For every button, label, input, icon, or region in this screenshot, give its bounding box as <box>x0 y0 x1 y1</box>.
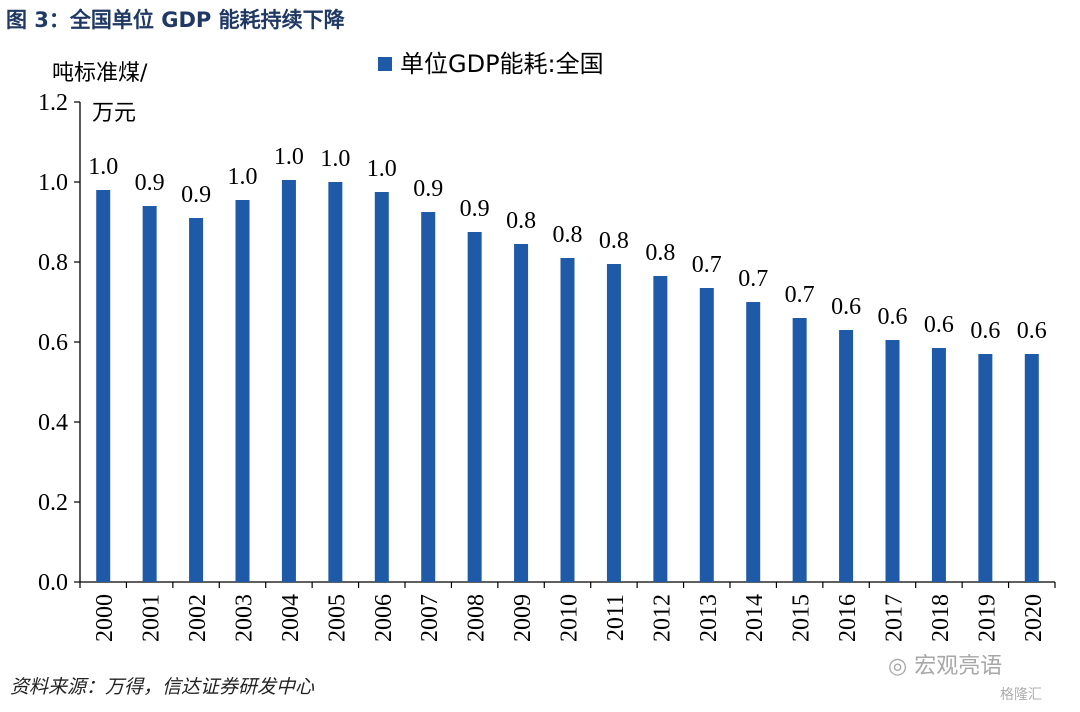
y-tick-label: 1.2 <box>38 90 68 116</box>
x-tick-label: 2002 <box>185 594 211 642</box>
data-label: 1.0 <box>228 164 258 190</box>
bar <box>467 232 482 582</box>
y-axis-label-line1: 吨标准煤/ <box>52 61 148 86</box>
data-label: 0.6 <box>924 312 954 338</box>
data-label: 1.0 <box>274 144 304 170</box>
data-label: 0.8 <box>599 228 629 254</box>
data-label: 0.7 <box>738 266 768 292</box>
bar <box>514 244 529 582</box>
data-label: 0.6 <box>878 304 908 330</box>
data-label: 0.7 <box>785 282 815 308</box>
data-label: 0.9 <box>460 196 490 222</box>
x-tick-label: 2011 <box>603 594 629 641</box>
bar <box>699 288 714 582</box>
y-tick-label: 0.4 <box>38 410 68 436</box>
x-tick-labels: 2000 2001 2002 2003 2004 2005 2006 2007 2008 2009… <box>92 594 1047 642</box>
x-tick-label: 2008 <box>464 594 490 642</box>
data-label: 0.8 <box>645 240 675 266</box>
bar <box>839 330 854 582</box>
bar <box>560 258 575 582</box>
data-labels: 1.0 0.9 0.9 1.0 1.0 1.0 1.0 0.9 0.9 0.8 0.8 0.8 0.8 0… <box>88 144 1047 344</box>
x-tick-label: 2014 <box>742 594 768 642</box>
watermark-text: 宏观亮语 <box>914 654 1003 679</box>
y-tick-label: 0.2 <box>38 490 68 516</box>
bar <box>931 348 946 582</box>
data-label: 0.9 <box>181 182 211 208</box>
y-tick-labels: 0.0 0.2 0.4 0.6 0.8 1.0 1.2 <box>38 90 68 596</box>
bar <box>235 200 250 582</box>
data-label: 0.6 <box>970 318 1000 344</box>
y-tick-label: 0.8 <box>38 250 68 276</box>
y-tick-label: 0.0 <box>38 570 68 596</box>
bar <box>978 354 993 582</box>
x-tick-label: 2007 <box>417 594 443 642</box>
x-tick-label: 2016 <box>835 594 861 642</box>
bars <box>96 180 1039 582</box>
x-tick-label: 2006 <box>371 594 397 642</box>
x-tick-label: 2018 <box>928 594 954 642</box>
legend-label: 单位GDP能耗:全国 <box>400 50 604 78</box>
data-label: 1.0 <box>320 146 350 172</box>
x-tick-label: 2015 <box>789 594 815 642</box>
figure-title: 图 3：全国单位 GDP 能耗持续下降 <box>6 8 345 32</box>
bar <box>421 212 436 582</box>
data-label: 1.0 <box>367 156 397 182</box>
x-tick-label: 2013 <box>696 594 722 642</box>
bar <box>328 182 343 582</box>
x-tick-label: 2000 <box>92 594 118 642</box>
legend-swatch <box>378 57 392 71</box>
data-label: 0.9 <box>135 170 165 196</box>
watermark: ◎ 宏观亮语 <box>888 648 1002 680</box>
x-tick-label: 2005 <box>324 594 350 642</box>
bar <box>96 190 111 582</box>
data-label: 0.7 <box>692 252 722 278</box>
y-tick-label: 1.0 <box>38 170 68 196</box>
watermark-sub: 格隆汇 <box>1000 687 1042 703</box>
data-label: 0.8 <box>553 222 583 248</box>
bar <box>189 218 204 582</box>
y-axis-label-line2: 万元 <box>92 101 136 126</box>
data-label: 0.6 <box>831 294 861 320</box>
wechat-icon: ◎ <box>888 654 908 679</box>
bar <box>653 276 668 582</box>
x-tick-label: 2017 <box>882 594 908 642</box>
bar <box>374 192 389 582</box>
x-tick-label: 2004 <box>278 594 304 642</box>
source-note: 资料来源：万得，信达证券研发中心 <box>10 676 315 698</box>
x-tick-label: 2010 <box>557 594 583 642</box>
bar <box>606 264 621 582</box>
bar <box>281 180 296 582</box>
x-tick-label: 2009 <box>510 594 536 642</box>
x-tick-label: 2019 <box>974 594 1000 642</box>
x-tick-label: 2020 <box>1021 594 1047 642</box>
x-tick-label: 2012 <box>649 594 675 642</box>
bar <box>1024 354 1039 582</box>
data-label: 0.6 <box>1017 318 1047 344</box>
bar <box>885 340 900 582</box>
data-label: 1.0 <box>88 154 118 180</box>
bar <box>746 302 761 582</box>
x-tick-label: 2003 <box>232 594 258 642</box>
y-tick-label: 0.6 <box>38 330 68 356</box>
data-label: 0.9 <box>413 176 443 202</box>
bar <box>792 318 807 582</box>
x-tick-label: 2001 <box>139 594 165 642</box>
bar <box>142 206 157 582</box>
data-label: 0.8 <box>506 208 536 234</box>
